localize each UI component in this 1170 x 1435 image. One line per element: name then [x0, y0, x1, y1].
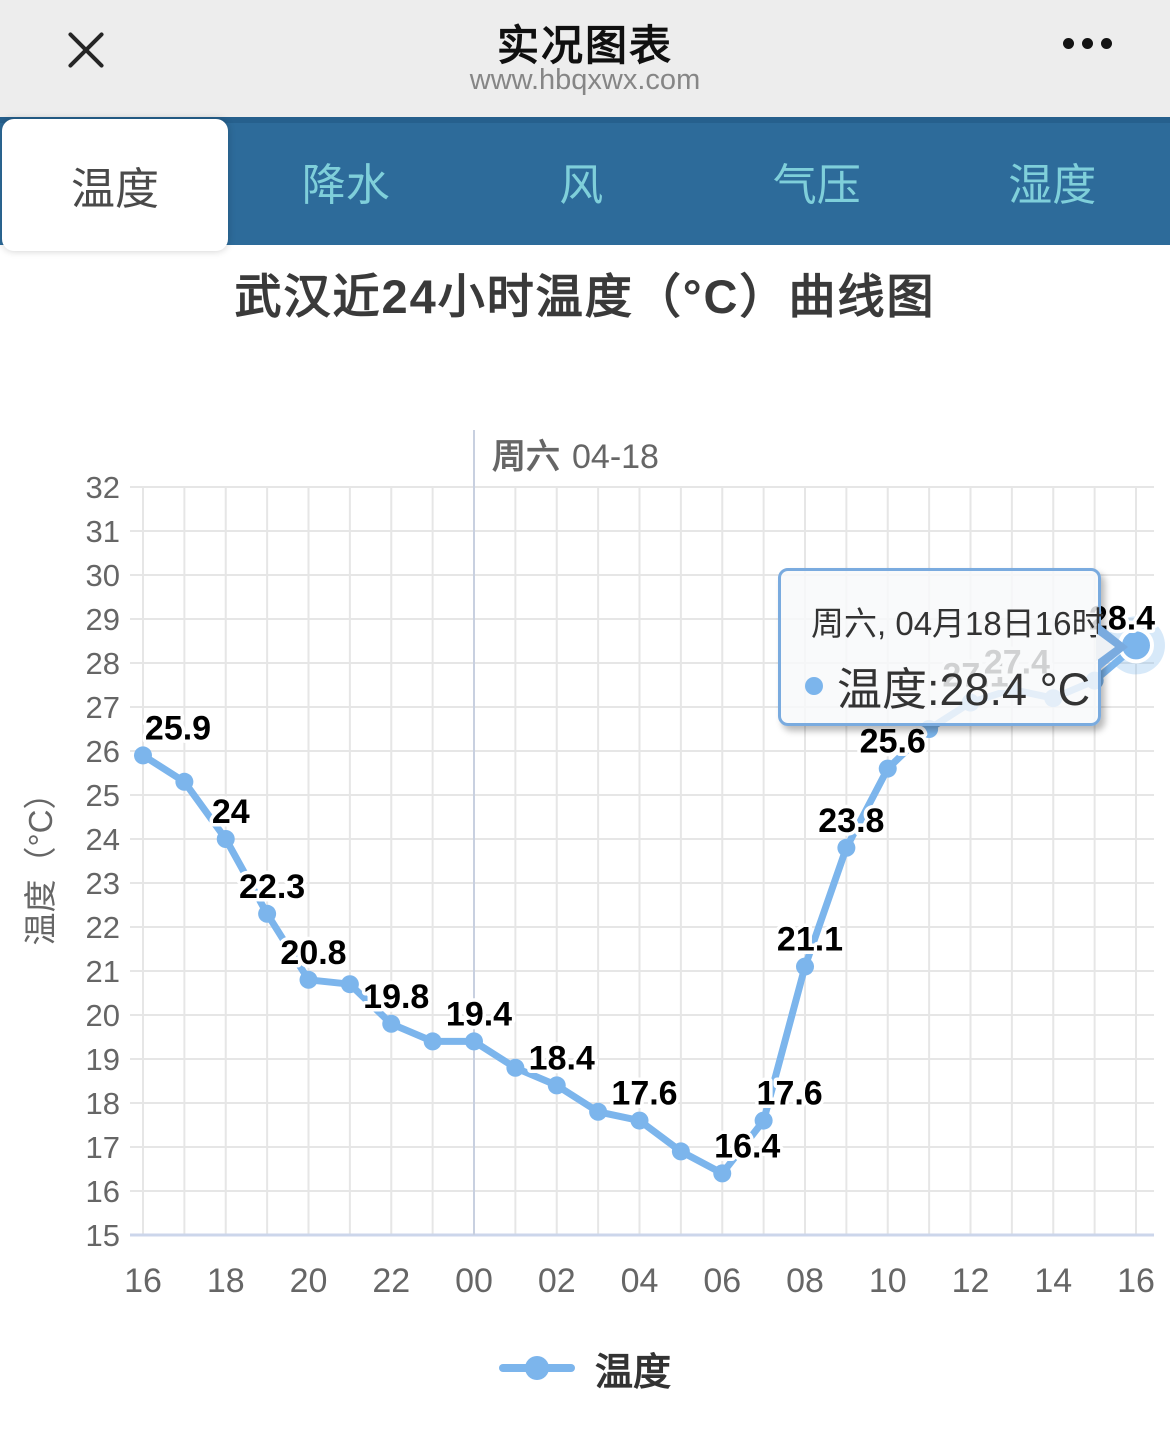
- data-point-marker[interactable]: [878, 759, 897, 778]
- data-point-marker[interactable]: [589, 1102, 608, 1121]
- y-axis-tick-label: 23: [86, 866, 120, 901]
- data-point-label: 19.8: [363, 978, 429, 1016]
- y-axis-tick-label: 30: [86, 558, 120, 593]
- y-axis-tick-label: 28: [86, 646, 120, 681]
- x-axis-tick-label: 18: [207, 1262, 245, 1300]
- x-axis-tick-label: 16: [124, 1262, 162, 1300]
- data-point-marker[interactable]: [754, 1111, 773, 1130]
- x-axis-tick-label: 04: [621, 1262, 659, 1300]
- data-point-marker[interactable]: [175, 772, 194, 791]
- y-axis-tick-label: 16: [86, 1174, 120, 1209]
- y-axis-tick-label: 22: [86, 910, 120, 945]
- y-axis-tick-label: 29: [86, 602, 120, 637]
- y-axis-tick-label: 21: [86, 954, 120, 989]
- tooltip-date: 周六, 04月18日16时: [811, 605, 1105, 642]
- data-point-marker[interactable]: [382, 1014, 401, 1033]
- browser-header: 实况图表 www.hbqxwx.com: [0, 0, 1170, 117]
- y-axis-tick-label: 19: [86, 1042, 120, 1077]
- data-point-marker[interactable]: [796, 957, 814, 976]
- x-axis-tick-label: 22: [372, 1262, 410, 1300]
- y-axis-tick-label: 20: [86, 998, 120, 1033]
- y-axis-tick-label: 24: [86, 822, 120, 857]
- data-point-label: 23.8: [818, 802, 884, 840]
- data-point-label: 20.8: [280, 934, 346, 972]
- x-axis-tick-label: 06: [703, 1262, 741, 1300]
- menu-dots-icon[interactable]: [1063, 38, 1112, 49]
- x-axis-tick-label: 12: [952, 1262, 990, 1300]
- temperature-chart[interactable]: 周六 04-18 32 31 30 29 28 27 26 25 24 23 22 21 20 19 18 17 1…: [0, 420, 1170, 1380]
- x-axis-tick-label: 02: [538, 1262, 576, 1300]
- y-axis-tick-label: 18: [86, 1086, 120, 1121]
- data-point-marker[interactable]: [465, 1032, 483, 1051]
- data-point-label: 17.6: [611, 1075, 677, 1113]
- x-axis-tick-label: 16: [1117, 1262, 1155, 1300]
- data-point-label: 22.3: [239, 868, 305, 906]
- data-point-label: 18.4: [529, 1039, 595, 1077]
- page-url: www.hbqxwx.com: [469, 64, 701, 96]
- data-point-marker[interactable]: [630, 1111, 649, 1130]
- y-axis-title: 温度（°C）: [22, 776, 59, 945]
- chart-tooltip: 周六, 04月18日16时 温度:28.4 °C: [778, 568, 1128, 726]
- tab-temperature[interactable]: 温度: [2, 119, 228, 251]
- tab-pressure[interactable]: 气压: [772, 161, 861, 210]
- data-point-marker[interactable]: [713, 1164, 732, 1183]
- y-axis-tick-label: 31: [86, 514, 120, 549]
- y-axis-tick-label: 17: [86, 1130, 120, 1165]
- legend-marker-icon: [498, 1356, 575, 1380]
- chart-title: 武汉近24小时温度（°C）曲线图: [234, 270, 936, 323]
- y-axis-tick-label: 32: [86, 470, 120, 505]
- data-point-label: 25.6: [860, 723, 926, 761]
- data-point-marker[interactable]: [216, 830, 235, 848]
- page-title: 实况图表: [496, 22, 673, 69]
- data-point-marker[interactable]: [258, 904, 277, 923]
- x-axis-tick-label: 00: [455, 1262, 493, 1300]
- y-axis-tick-label: 26: [86, 734, 120, 769]
- tab-precipitation[interactable]: 降水: [301, 161, 390, 210]
- data-point-label: 19.4: [446, 995, 512, 1033]
- x-axis-tick-label: 08: [786, 1262, 824, 1300]
- data-point-label: 21.1: [777, 921, 843, 959]
- data-point-label: 16.4: [714, 1127, 780, 1165]
- tab-bar: 温度 降水 风 气压 湿度: [0, 117, 1170, 251]
- x-axis-tick-label: 20: [290, 1262, 328, 1300]
- data-point-marker[interactable]: [671, 1142, 690, 1161]
- data-point-marker[interactable]: [340, 975, 359, 994]
- day-plotline-label: 周六 04-18: [492, 438, 659, 476]
- data-point-marker[interactable]: [299, 970, 318, 989]
- x-axis-tick-label: 10: [869, 1262, 907, 1300]
- data-point-marker[interactable]: [506, 1058, 525, 1077]
- data-point-label: 17.6: [757, 1075, 823, 1113]
- tab-wind[interactable]: 风: [559, 161, 604, 210]
- series-dot-icon: [805, 676, 823, 695]
- y-axis-tick-label: 15: [86, 1218, 120, 1253]
- tooltip-value: 温度:28.4 °C: [837, 664, 1091, 715]
- data-point-marker[interactable]: [423, 1032, 442, 1051]
- legend-item-temperature[interactable]: 温度: [0, 1336, 1170, 1400]
- tab-humidity[interactable]: 湿度: [1008, 161, 1097, 210]
- y-axis-tick-label: 25: [86, 778, 120, 813]
- data-point-marker[interactable]: [547, 1076, 566, 1095]
- legend-label: 温度: [594, 1351, 671, 1394]
- x-axis-tick-label: 14: [1034, 1262, 1072, 1300]
- data-point-marker[interactable]: [837, 838, 856, 857]
- data-point-label: 24: [212, 793, 250, 831]
- data-point-label: 25.9: [145, 709, 211, 747]
- y-axis-tick-label: 27: [86, 690, 120, 725]
- data-point-marker[interactable]: [134, 746, 152, 765]
